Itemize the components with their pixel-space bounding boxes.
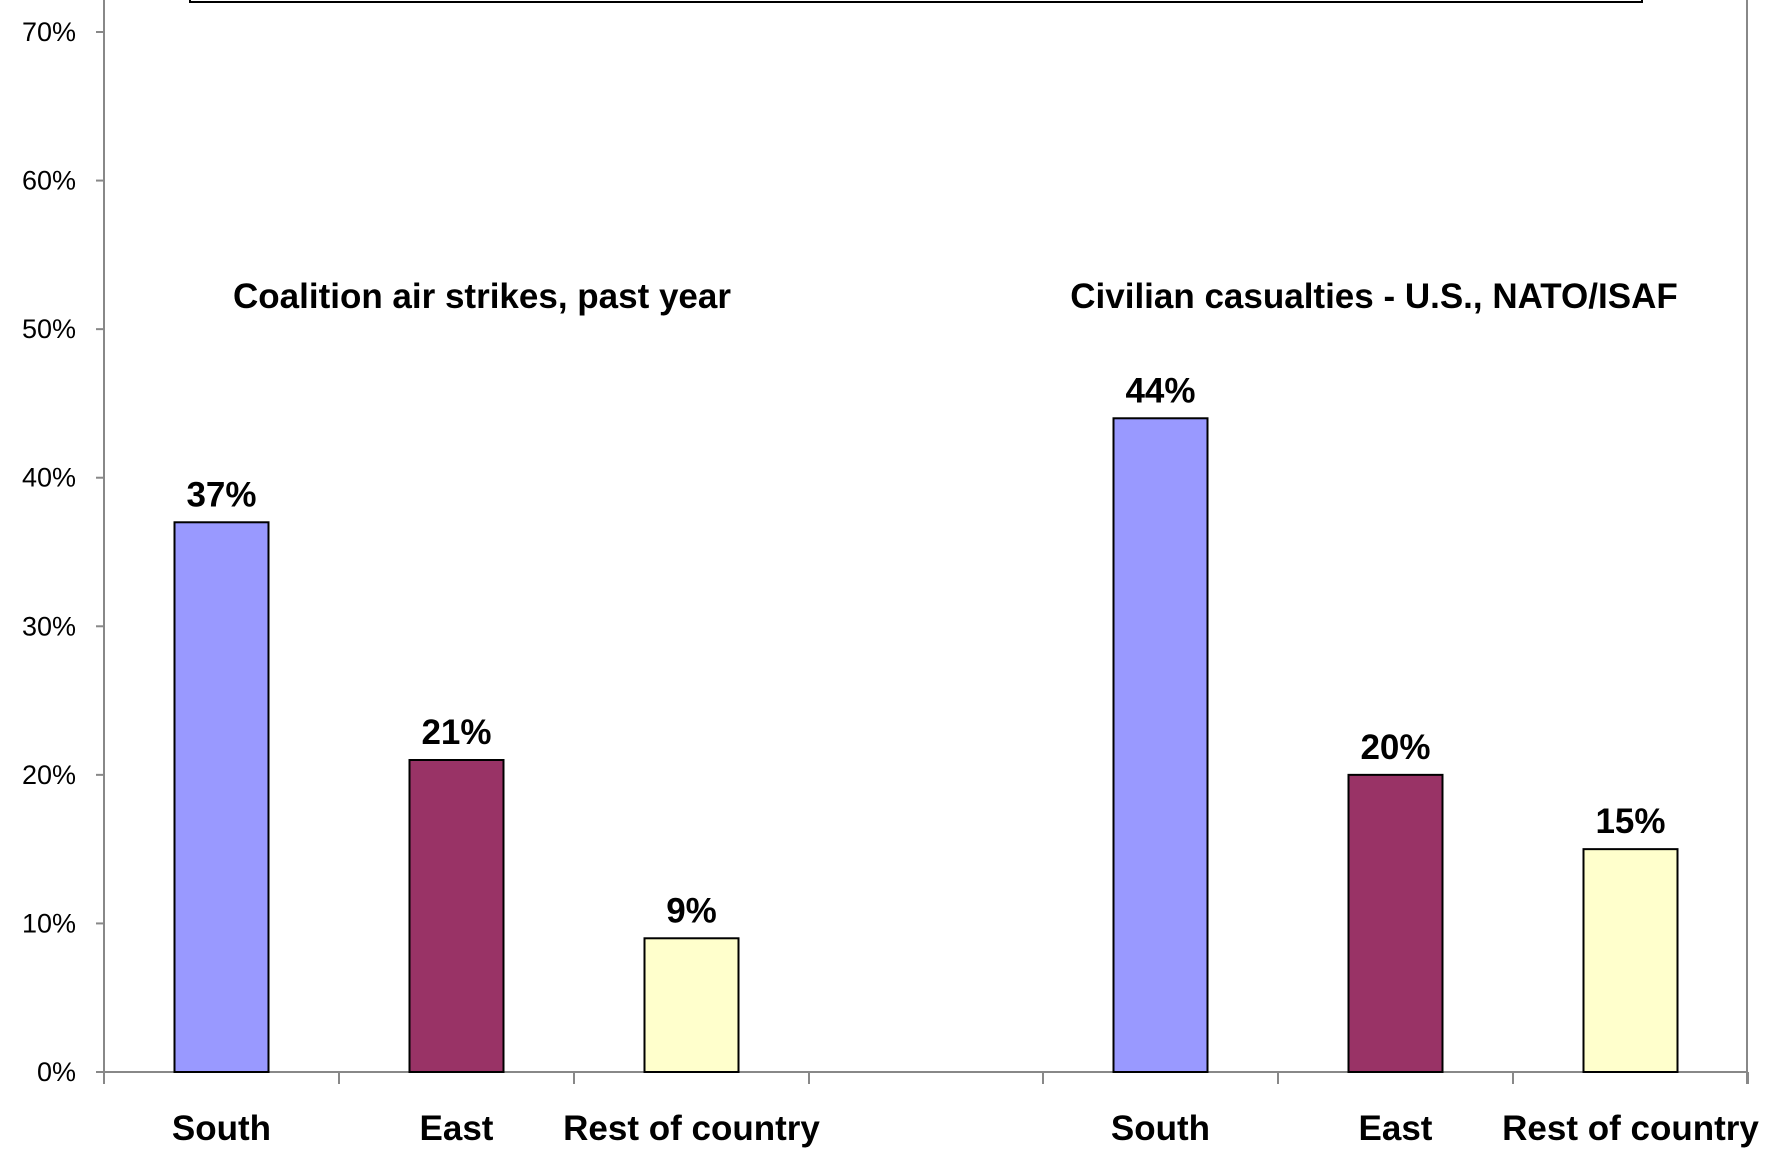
bar-2-south	[1112, 417, 1209, 1073]
bar-1-east	[408, 759, 505, 1073]
value-label: 15%	[1595, 802, 1665, 841]
value-label: 37%	[186, 475, 256, 514]
group-title-2: Civilian casualties - U.S., NATO/ISAF	[1070, 277, 1677, 316]
category-label: Rest of country	[1502, 1109, 1759, 1148]
category-label: Rest of country	[563, 1109, 820, 1148]
bar-2-rest-of-country	[1582, 848, 1679, 1074]
bar-2-east	[1347, 773, 1444, 1073]
category-label: South	[172, 1109, 271, 1148]
y-tick-label: 50%	[22, 314, 76, 344]
y-tick-label: 70%	[22, 17, 76, 47]
y-tick-label: 30%	[22, 611, 76, 641]
value-label: 9%	[666, 891, 717, 930]
value-label: 21%	[421, 713, 491, 752]
y-tick-label: 10%	[22, 908, 76, 938]
bar-1-rest-of-country	[643, 937, 740, 1073]
value-label: 20%	[1360, 728, 1430, 767]
group-titles: Coalition air strikes, past year Civilia…	[233, 277, 1678, 316]
group-title-1: Coalition air strikes, past year	[233, 277, 731, 316]
y-tick-label: 20%	[22, 760, 76, 790]
labels: 37% South 21% East 9% Rest of country 44% South…	[172, 371, 1759, 1148]
y-tick-label: 40%	[22, 463, 76, 493]
category-label: East	[1359, 1109, 1433, 1148]
y-tick-label: 60%	[22, 166, 76, 196]
top-frame	[189, 0, 1643, 3]
bars	[173, 417, 1679, 1074]
category-label: South	[1111, 1109, 1210, 1148]
category-label: East	[420, 1109, 494, 1148]
bar-1-south	[173, 521, 270, 1073]
value-label: 44%	[1125, 371, 1195, 410]
axes: 0% 10% 20% 30% 40% 50% 60% 70%	[22, 0, 1749, 1087]
y-tick-label: 0%	[37, 1057, 76, 1087]
